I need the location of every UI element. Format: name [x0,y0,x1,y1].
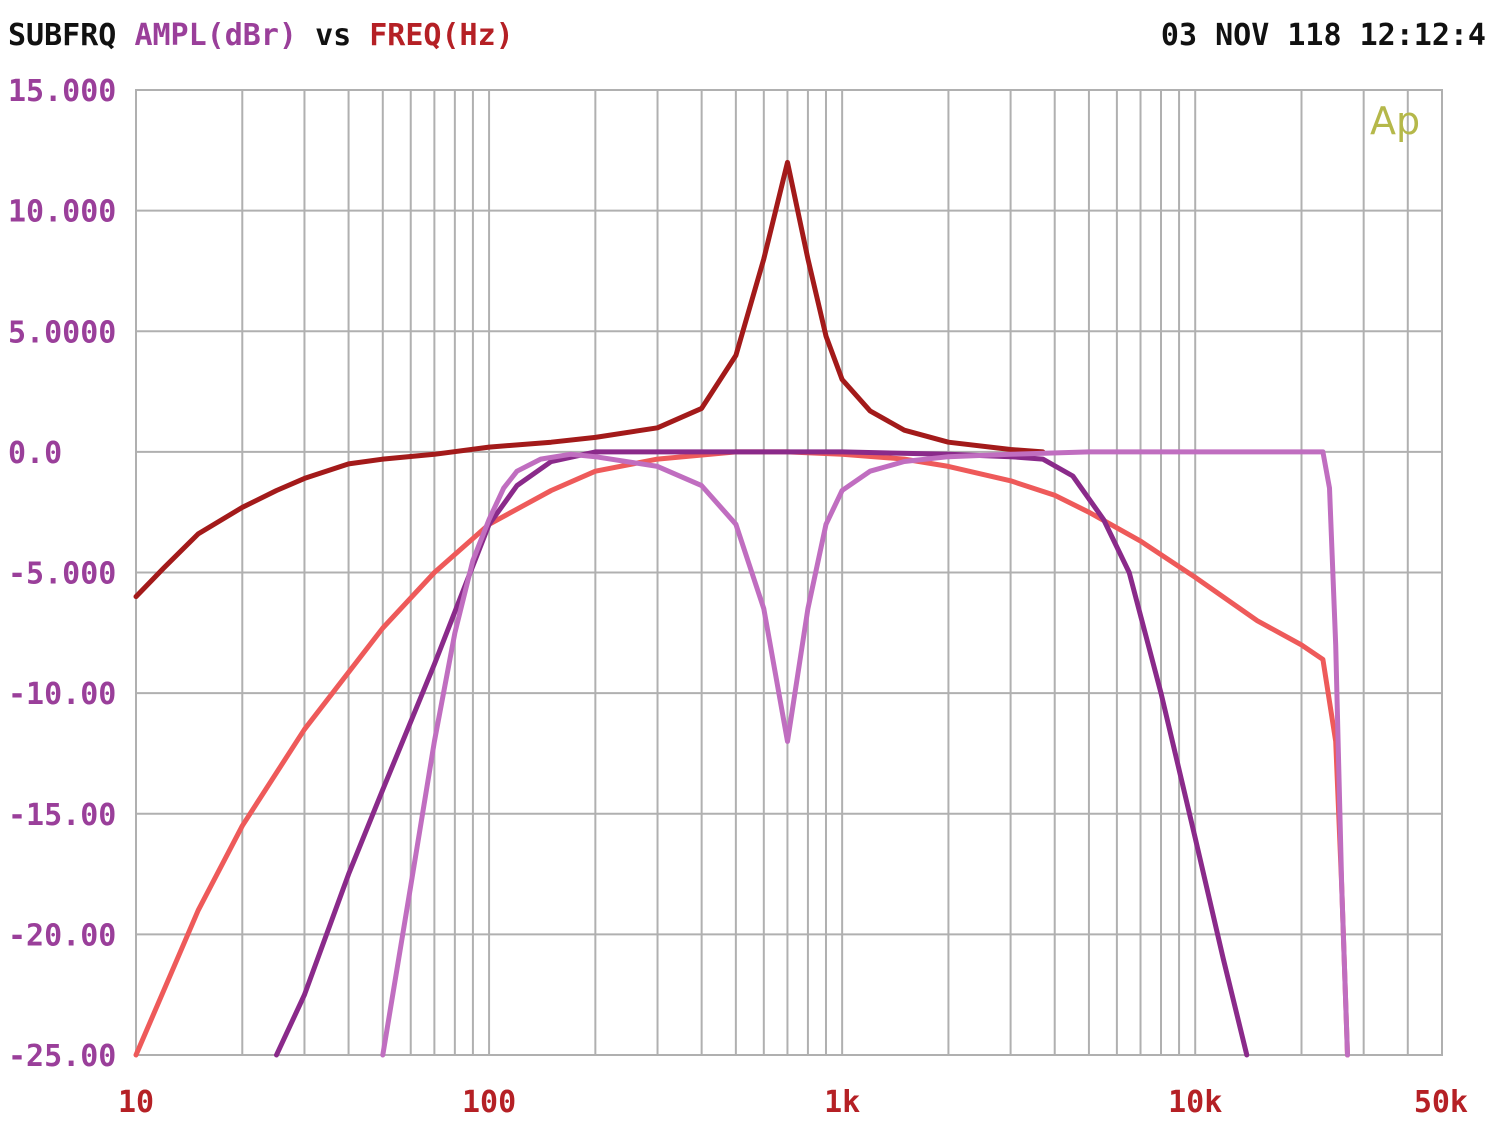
y-tick-label: -25.00 [8,1039,116,1074]
y-tick-label: 15.000 [8,74,116,109]
header-prefix: SUBFRQ [8,18,117,53]
chart-header-left: SUBFRQ AMPL(dBr) vs FREQ(Hz) [8,18,514,53]
chart-grid [135,89,1443,1056]
x-tick-label: 10 [118,1085,154,1120]
header-y-unit: AMPL(dBr) [134,18,297,53]
header-timestamp: 03 NOV 118 12:12:4 [1160,18,1486,53]
series-line-1 [133,159,1046,600]
header-x-unit: FREQ(Hz) [369,18,514,53]
y-tick-label: 10.000 [8,195,116,230]
y-tick-label: -10.00 [8,677,116,712]
series-line-4 [380,449,1350,1058]
series-line-2 [133,449,1350,1058]
ap-logo-icon: Ap [1370,99,1420,143]
y-tick-label: -5.000 [8,557,116,592]
x-tick-label: 1k [824,1085,860,1120]
series-line-3 [274,449,1250,1058]
y-tick-label: 0.0 [8,436,62,471]
header-vs: vs [315,18,352,53]
y-tick-label: -20.00 [8,918,116,953]
x-tick-label: 100 [462,1085,516,1120]
y-tick-label: -15.00 [8,798,116,833]
x-tick-label: 50k [1414,1085,1468,1120]
chart-curves [133,159,1350,1058]
x-axis-ticks: 10 100 1k 10k 50k [118,1085,1468,1120]
y-tick-label: 5.0000 [8,315,116,350]
x-tick-label: 10k [1168,1085,1222,1120]
y-axis-ticks: 15.000 10.000 5.0000 0.0 -5.000 -10.00 -15.00 -… [8,74,116,1074]
